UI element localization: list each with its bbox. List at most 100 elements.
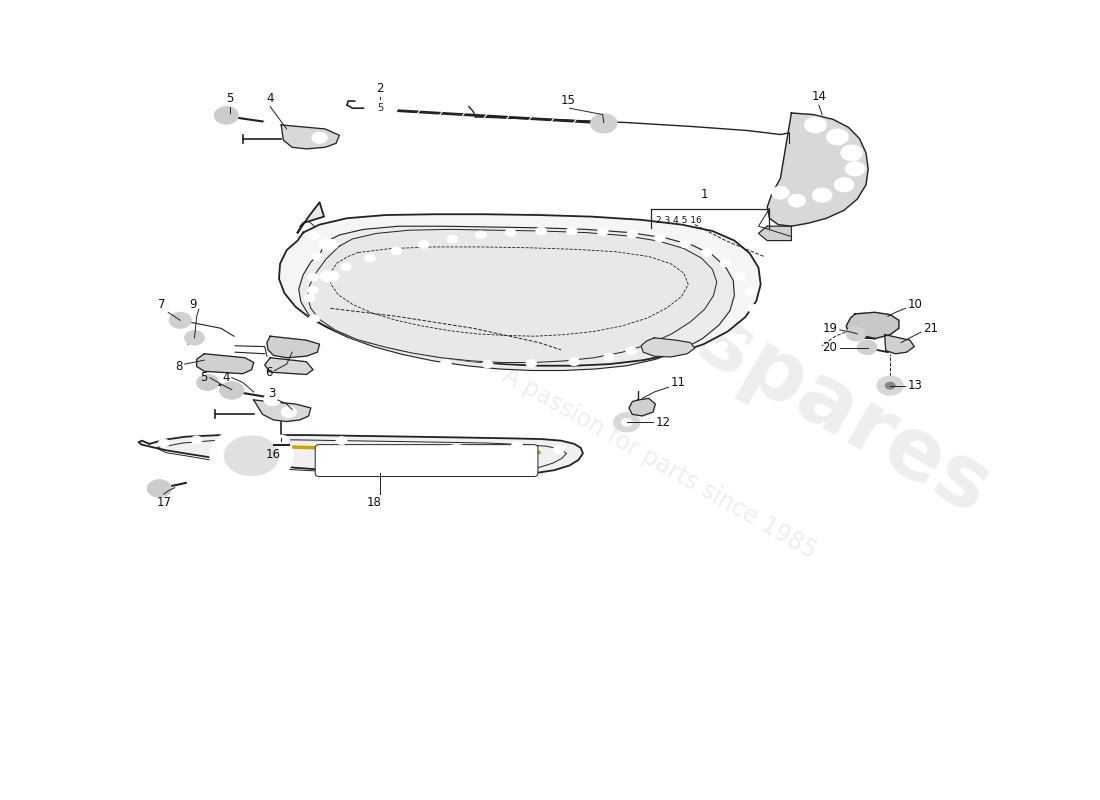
Polygon shape <box>267 336 320 358</box>
Circle shape <box>214 106 239 124</box>
Circle shape <box>305 294 316 302</box>
Circle shape <box>418 241 429 249</box>
Circle shape <box>654 234 666 242</box>
Polygon shape <box>265 358 313 374</box>
Circle shape <box>745 287 756 295</box>
Text: 16: 16 <box>266 448 280 461</box>
Circle shape <box>846 326 866 341</box>
Circle shape <box>220 382 244 399</box>
Circle shape <box>717 342 728 350</box>
Text: 18: 18 <box>367 496 382 509</box>
Text: 21: 21 <box>923 322 938 334</box>
Polygon shape <box>884 334 914 354</box>
Circle shape <box>512 442 522 450</box>
Circle shape <box>482 360 493 368</box>
Circle shape <box>526 359 537 367</box>
Circle shape <box>147 480 172 498</box>
Polygon shape <box>282 125 339 149</box>
Text: 5: 5 <box>226 92 233 105</box>
Text: 9: 9 <box>189 298 197 311</box>
Polygon shape <box>298 202 324 233</box>
Polygon shape <box>139 435 583 475</box>
Polygon shape <box>279 214 761 366</box>
Text: 3: 3 <box>268 387 276 400</box>
Polygon shape <box>641 338 695 357</box>
Circle shape <box>826 129 848 145</box>
Circle shape <box>614 413 640 432</box>
Circle shape <box>569 358 580 366</box>
Circle shape <box>840 145 862 161</box>
Circle shape <box>273 435 290 448</box>
Circle shape <box>592 114 614 130</box>
Circle shape <box>264 393 282 406</box>
Circle shape <box>312 132 328 143</box>
Circle shape <box>321 274 332 282</box>
Text: 13: 13 <box>908 379 923 392</box>
Circle shape <box>553 446 564 454</box>
Polygon shape <box>759 226 791 241</box>
Circle shape <box>210 426 294 486</box>
Circle shape <box>845 162 865 176</box>
Circle shape <box>340 263 351 271</box>
Polygon shape <box>254 400 311 422</box>
Text: A passion for parts since 1985: A passion for parts since 1985 <box>498 364 821 564</box>
Text: 12: 12 <box>656 416 670 429</box>
Circle shape <box>366 352 377 360</box>
Circle shape <box>748 304 759 312</box>
Circle shape <box>834 178 854 192</box>
Text: 15: 15 <box>561 94 575 106</box>
Circle shape <box>440 359 451 367</box>
Circle shape <box>857 340 877 354</box>
Circle shape <box>804 117 826 133</box>
Text: 5: 5 <box>377 103 383 114</box>
Circle shape <box>627 230 638 238</box>
Circle shape <box>308 286 319 294</box>
Polygon shape <box>767 113 868 226</box>
Circle shape <box>312 253 323 261</box>
Circle shape <box>536 227 547 235</box>
Text: 7: 7 <box>158 298 166 311</box>
Circle shape <box>447 235 458 243</box>
Circle shape <box>702 249 713 257</box>
Text: 2 3 4 5 16: 2 3 4 5 16 <box>657 216 702 225</box>
Ellipse shape <box>444 445 469 456</box>
Text: 6: 6 <box>265 366 273 378</box>
Text: 14: 14 <box>812 90 826 103</box>
Text: 8: 8 <box>175 360 183 373</box>
Circle shape <box>626 346 637 354</box>
Text: 2: 2 <box>376 82 384 95</box>
Ellipse shape <box>320 271 339 282</box>
Circle shape <box>185 330 205 345</box>
Polygon shape <box>299 226 735 370</box>
Circle shape <box>336 345 346 353</box>
Circle shape <box>631 381 645 390</box>
Circle shape <box>566 227 578 235</box>
Polygon shape <box>197 354 254 374</box>
Circle shape <box>475 231 486 239</box>
Polygon shape <box>308 230 717 362</box>
FancyBboxPatch shape <box>316 445 538 477</box>
Circle shape <box>402 357 412 365</box>
Polygon shape <box>629 398 656 416</box>
Circle shape <box>597 228 608 236</box>
Ellipse shape <box>319 239 338 250</box>
Text: 5: 5 <box>200 371 208 384</box>
Circle shape <box>169 312 191 328</box>
Text: 4: 4 <box>222 371 230 384</box>
Text: 17: 17 <box>156 496 172 509</box>
Text: 19: 19 <box>823 322 837 334</box>
Text: 10: 10 <box>908 298 923 311</box>
Text: eurospares: eurospares <box>491 188 1004 532</box>
Circle shape <box>321 334 332 342</box>
Text: 1: 1 <box>701 188 708 201</box>
Circle shape <box>771 186 789 199</box>
Circle shape <box>680 240 691 248</box>
Circle shape <box>158 439 169 447</box>
Circle shape <box>877 376 903 395</box>
Circle shape <box>736 334 747 342</box>
Circle shape <box>735 273 746 281</box>
Circle shape <box>591 114 617 133</box>
Text: 4: 4 <box>266 92 274 105</box>
Polygon shape <box>846 312 899 338</box>
Circle shape <box>224 436 279 476</box>
